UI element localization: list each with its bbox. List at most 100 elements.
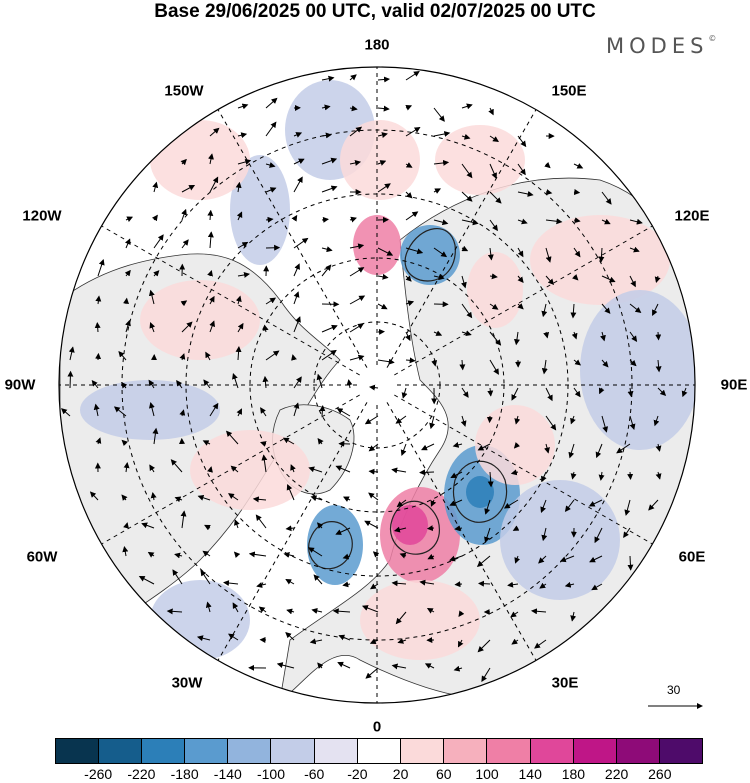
- wind-arrow: [488, 107, 494, 116]
- wind-arrow: [349, 160, 362, 166]
- wind-arrow: [209, 295, 215, 305]
- wind-arrow: [123, 462, 130, 473]
- colorbar-swatch: [55, 738, 99, 764]
- wind-arrow: [181, 208, 187, 221]
- wind-arrow: [489, 303, 499, 310]
- wind-arrow: [405, 357, 416, 364]
- wind-arrow: [427, 553, 435, 560]
- wind-arrow: [205, 351, 211, 361]
- wind-arrow: [600, 331, 606, 342]
- colorbar-swatch: [573, 738, 618, 764]
- wind-arrow: [310, 495, 323, 502]
- wind-arrow: [228, 633, 239, 641]
- wind-arrow: [361, 605, 379, 613]
- lon-label-60e: 60E: [678, 548, 706, 566]
- wind-arrow: [449, 555, 463, 562]
- wind-arrow: [405, 105, 413, 111]
- wind-arrow: [460, 415, 467, 427]
- wind-arrow: [510, 611, 519, 618]
- wind-arrow: [369, 384, 379, 391]
- wind-arrow: [648, 499, 659, 511]
- wind-arrow: [285, 578, 295, 585]
- wind-arrow: [477, 639, 491, 653]
- wind-arrow: [141, 522, 155, 529]
- wind-arrow: [405, 191, 413, 199]
- wind-arrow: [654, 275, 661, 283]
- wind-arrow: [321, 185, 338, 193]
- anomaly-patch: [580, 290, 695, 450]
- wind-vectors: [60, 70, 688, 683]
- wind-arrow: [342, 581, 351, 588]
- wind-arrow: [512, 525, 520, 531]
- wind-arrow: [598, 471, 605, 481]
- wind-arrow: [313, 574, 323, 585]
- meridian-line: [217, 109, 368, 368]
- wind-arrow: [122, 545, 129, 557]
- wind-arrow: [174, 552, 183, 559]
- wind-arrow: [541, 303, 548, 318]
- anomaly-patch: [400, 225, 460, 285]
- colorbar-swatch: [616, 738, 661, 764]
- wind-arrow: [629, 303, 642, 314]
- meridian-line: [394, 394, 653, 545]
- lon-label-150e: 150E: [551, 82, 587, 100]
- colorbar-swatch: [271, 738, 315, 764]
- wind-arrow: [293, 376, 302, 389]
- wind-arrow: [336, 408, 351, 417]
- map-boundary: [58, 66, 696, 704]
- wind-arrow: [237, 241, 249, 249]
- wind-arrow: [426, 608, 435, 614]
- wind-arrow: [293, 291, 300, 305]
- wind-arrow: [393, 526, 407, 533]
- wind-arrow: [285, 631, 295, 641]
- wind-arrow: [260, 407, 267, 417]
- colorbar-frame: [55, 738, 703, 764]
- wind-arrow: [517, 275, 524, 283]
- wind-arrow: [235, 345, 242, 361]
- wind-arrow: [627, 555, 634, 571]
- wind-arrow: [507, 581, 519, 588]
- wind-arrow: [282, 437, 295, 445]
- wind-arrow: [95, 437, 102, 445]
- wind-arrow: [570, 471, 577, 480]
- wind-arrow: [370, 583, 379, 590]
- wind-arrow: [309, 638, 323, 645]
- lon-label-60w: 60W: [26, 548, 58, 566]
- wind-arrow: [234, 519, 240, 529]
- wind-arrow: [285, 525, 295, 532]
- wind-arrow: [262, 375, 269, 389]
- wind-arrow: [461, 330, 472, 337]
- wind-arrow: [489, 359, 499, 375]
- wind-arrow: [121, 381, 128, 389]
- wind-arrow: [534, 639, 547, 649]
- meridian-line: [386, 109, 537, 368]
- wind-arrow: [405, 162, 413, 168]
- wind-arrow: [541, 471, 547, 483]
- wind-arrow: [653, 415, 660, 427]
- wind-arrow: [601, 218, 611, 225]
- wind-arrow: [454, 525, 463, 532]
- wind-arrow: [461, 191, 473, 202]
- wind-arrow: [460, 275, 467, 289]
- colorbar-tick-label: -100: [256, 766, 286, 782]
- wind-arrow: [293, 132, 303, 138]
- wind-arrow: [283, 552, 295, 558]
- wind-arrow: [235, 295, 242, 305]
- wind-arrow: [337, 661, 351, 669]
- wind-arrow: [481, 667, 491, 683]
- anomaly-patch: [435, 125, 525, 195]
- wind-arrow: [123, 297, 130, 305]
- wind-arrow: [461, 219, 479, 226]
- wind-arrow: [232, 373, 239, 389]
- wind-arrow: [629, 359, 637, 367]
- wind-arrow: [487, 247, 494, 261]
- wind-arrow: [335, 527, 351, 535]
- wind-arrow: [545, 218, 563, 225]
- colorbar-tick-label: 20: [392, 766, 409, 782]
- lon-label-120w: 120W: [22, 207, 62, 225]
- wind-arrow: [286, 608, 295, 615]
- wind-arrow: [148, 379, 155, 389]
- wind-arrow: [179, 353, 186, 361]
- lon-label-150w: 150W: [164, 82, 204, 100]
